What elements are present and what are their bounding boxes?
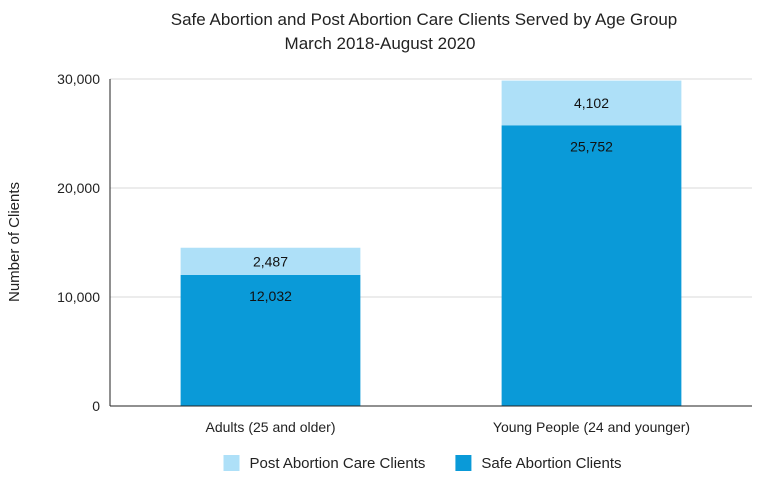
bar-segment (501, 80, 682, 126)
bar-value-label: 25,752 (570, 138, 613, 154)
y-axis-title: Number of Clients (6, 182, 23, 302)
bar-value-label: 2,487 (253, 253, 288, 269)
data-labels: 12,032 2,487 25,752 4,102 (249, 95, 613, 304)
axes: 0 10,000 20,000 30,000 Adults (25 and older)… (57, 71, 752, 435)
chart-title: Safe Abortion and Post Abortion Care Cli… (171, 10, 678, 29)
legend-label: Safe Abortion Clients (481, 455, 621, 472)
y-tick-label: 20,000 (57, 180, 100, 196)
x-tick-label: Young People (24 and younger) (493, 419, 690, 435)
legend-label: Post Abortion Care Clients (249, 455, 425, 472)
legend-swatch (455, 455, 472, 471)
x-tick-label: Adults (25 and older) (206, 419, 336, 435)
chart-subtitle: March 2018-August 2020 (285, 34, 476, 53)
bar-segment (180, 247, 361, 275)
y-tick-label: 0 (92, 398, 100, 414)
y-tick-label: 10,000 (57, 289, 100, 305)
bar-value-label: 4,102 (574, 95, 609, 111)
bar-segment (180, 274, 361, 406)
legend: Post Abortion Care Clients Safe Abortion … (223, 455, 622, 472)
y-tick-label: 30,000 (57, 71, 100, 87)
bar-segment (501, 125, 682, 407)
legend-swatch (223, 455, 240, 471)
bar-value-label: 12,032 (249, 288, 292, 304)
bars (180, 80, 682, 407)
